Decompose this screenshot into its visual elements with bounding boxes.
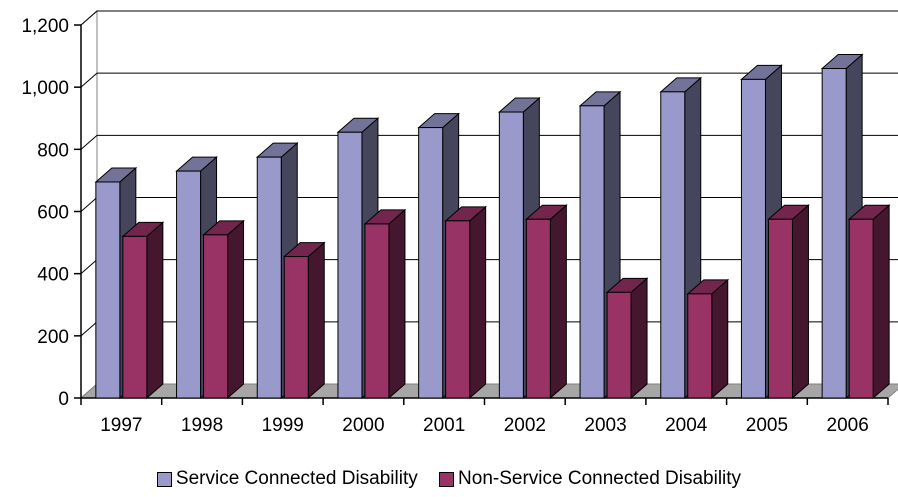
bar-front — [337, 131, 363, 399]
bar — [605, 277, 649, 400]
bar-side — [630, 277, 648, 400]
gridline — [80, 134, 898, 150]
bar-front — [445, 220, 471, 399]
y-tick-label: 200 — [37, 327, 69, 348]
bar — [121, 221, 165, 400]
bar-front — [364, 223, 390, 399]
y-tick-label: 0 — [58, 389, 69, 410]
x-tick-labels: 1997 1998 1999 2000 2001 2002 2003 2004 2005 2006 — [100, 415, 869, 436]
bar-front — [660, 91, 686, 399]
bar — [767, 204, 810, 400]
bar-front — [498, 111, 524, 399]
bars — [94, 53, 891, 400]
y-tick-label: 1,200 — [21, 16, 69, 37]
x-tick-label: 2005 — [746, 415, 788, 436]
legend-swatch-non-service-connected — [439, 471, 455, 487]
bar-front — [176, 170, 202, 399]
bar — [282, 241, 326, 400]
bar-front — [687, 293, 713, 399]
bar — [202, 219, 245, 400]
bar — [686, 278, 730, 400]
legend-label-service-connected: Service Connected Disability — [175, 468, 418, 489]
x-tick-label: 2000 — [342, 415, 384, 436]
bar-side — [791, 204, 809, 400]
x-tick-label: 1997 — [100, 415, 142, 436]
y-tick-label: 1,000 — [21, 78, 69, 99]
legend-label-non-service-connected: Non-Service Connected Disability — [458, 468, 742, 489]
x-tick-label: 1998 — [181, 415, 223, 436]
legend-swatch-service-connected — [156, 471, 172, 487]
y-tick-label: 600 — [37, 203, 69, 224]
x-tick-label: 2002 — [504, 415, 546, 436]
bar-front — [418, 127, 444, 399]
bar-front — [203, 234, 229, 399]
bar-front — [579, 105, 605, 399]
legend-item-service-connected: Service Connected Disability — [156, 468, 418, 490]
bar-side — [307, 241, 325, 400]
bar-front — [848, 218, 874, 399]
bar-front — [606, 291, 632, 399]
gridline — [80, 10, 898, 26]
bar-front — [122, 235, 148, 399]
bar-front — [95, 181, 121, 399]
bar-side — [872, 204, 890, 400]
x-tick-label: 2003 — [584, 415, 626, 436]
bar-front — [525, 218, 551, 399]
bar-side — [549, 204, 567, 400]
bar-front — [283, 256, 309, 399]
bar — [444, 205, 487, 400]
gridline — [80, 72, 898, 88]
x-tick-label: 1999 — [262, 415, 304, 436]
bar — [847, 204, 891, 400]
bar-side — [227, 219, 245, 400]
y-tick-label: 400 — [37, 265, 69, 286]
x-tick-label: 2001 — [423, 415, 465, 436]
bar-front — [740, 78, 766, 399]
bar-side — [388, 208, 406, 400]
bar-side — [711, 278, 729, 400]
bar-front — [256, 156, 282, 399]
bar-side — [146, 221, 164, 400]
y-tick-labels: 0 200 400 600 800 1,000 1,200 — [21, 16, 69, 410]
legend-item-non-service-connected: Non-Service Connected Disability — [439, 468, 741, 490]
bar-front — [767, 218, 793, 399]
bar-front — [821, 68, 847, 399]
bar — [525, 204, 568, 400]
y-tick-label: 800 — [37, 140, 69, 161]
bar — [363, 208, 407, 400]
x-tick-label: 2004 — [665, 415, 708, 436]
bar-side — [469, 205, 487, 400]
legend: Service Connected Disability Non-Service… — [0, 468, 898, 493]
x-tick-label: 2006 — [827, 415, 869, 436]
